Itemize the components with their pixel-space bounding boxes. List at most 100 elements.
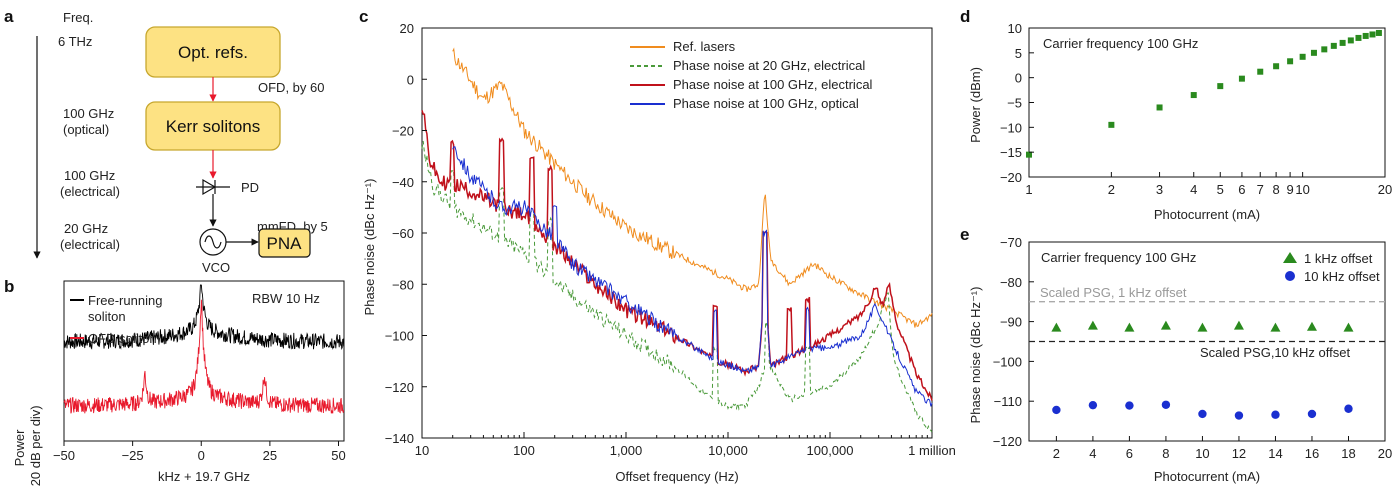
c-trace-1 [421, 141, 933, 433]
c-legend-label: Phase noise at 20 GHz, electrical [673, 58, 865, 73]
d-xtick-label: 20 [1378, 182, 1392, 197]
photodiode-icon [196, 178, 230, 196]
b-xtick-label: −25 [122, 448, 144, 463]
b-ylabel-line2: (20 dB per div) [28, 405, 43, 486]
e-ytick-label: −120 [993, 434, 1022, 449]
e-point-10khz [1161, 400, 1171, 409]
pd-label: PD [241, 180, 259, 195]
d-point [1026, 151, 1032, 158]
e-xtick-label: 14 [1268, 446, 1282, 461]
d-ytick-label: 10 [1008, 21, 1022, 36]
d-xtick-label: 4 [1190, 182, 1197, 197]
c-trace-0 [452, 47, 933, 328]
c-trace-2 [421, 110, 933, 401]
e-point-1khz [1124, 322, 1135, 332]
e-ytick-label: −80 [1000, 275, 1022, 290]
d-ylabel: Power (dBm) [968, 67, 983, 143]
d-xtick-label: 1 [1025, 182, 1032, 197]
e-point-10khz [1234, 411, 1244, 420]
ofd-label: OFD, by 60 [258, 80, 324, 95]
c-xtick-label: 1 million [908, 443, 956, 458]
vco-label: VCO [202, 260, 230, 275]
d-point [1108, 121, 1115, 128]
d-point [1287, 58, 1294, 65]
d-xtick-label: 6 [1238, 182, 1245, 197]
d-xtick-label: 8 [1272, 182, 1279, 197]
c-xtick-label: 10,000 [708, 443, 748, 458]
c-ytick-label: −20 [392, 124, 414, 139]
panel-label-d: d [960, 7, 970, 26]
e-point-10khz [1271, 410, 1280, 419]
e-ticks: −120 −110 −100 −90 −80 −70 2 4 6 8 10 12 14 16 18 20 [993, 235, 1393, 461]
e-marks [1029, 301, 1385, 420]
d-xlabel: Photocurrent (mA) [1154, 207, 1260, 222]
c-ytick-label: −100 [385, 329, 414, 344]
kerr-solitons-label: Kerr solitons [166, 117, 260, 136]
e-ytick-label: −90 [1000, 315, 1022, 330]
b-xtick-label: 50 [331, 448, 345, 463]
d-point [1257, 68, 1264, 75]
level-6thz: 6 THz [58, 34, 92, 49]
e-point-10khz [1307, 409, 1317, 419]
d-point [1330, 42, 1337, 49]
b-trace-0 [63, 284, 345, 351]
e-point-1khz [1343, 322, 1354, 332]
c-ytick-label: −80 [392, 277, 414, 292]
e-ylabel: Phase noise (dBc Hz⁻¹) [968, 287, 983, 424]
c-ytick-label: 0 [407, 72, 414, 87]
e-ytick-label: −70 [1000, 235, 1022, 250]
d-point [1273, 63, 1280, 70]
d-xtick-label: 2 [1108, 182, 1115, 197]
e-legend: 1 kHz offset 10 kHz offset [1283, 251, 1380, 284]
e-xtick-label: 18 [1341, 446, 1355, 461]
e-xtick-label: 2 [1053, 446, 1060, 461]
b-xtick-label: 25 [263, 448, 277, 463]
c-xtick-label: 10 [415, 443, 429, 458]
c-ytick-label: 20 [400, 21, 414, 36]
d-xtick-label: 7 [1257, 182, 1264, 197]
c-trace-3 [452, 146, 933, 407]
d-ytick-label: −10 [1000, 120, 1022, 135]
d-point [1355, 34, 1362, 41]
freq-header: Freq. [63, 10, 93, 25]
e-point-1khz [1087, 320, 1098, 330]
c-ytick-label: −140 [385, 431, 414, 446]
b-legend-free-1: Free-running [88, 293, 162, 308]
b-traces [63, 284, 345, 414]
e-xtick-label: 20 [1378, 446, 1392, 461]
b-ylabel-line1: Power [12, 429, 27, 467]
e-legend-10khz: 10 kHz offset [1304, 269, 1380, 284]
c-ticks: −140 −120 −100 −80 −60 −40 −20 0 20 10 100 1,000 10,… [385, 21, 956, 458]
c-legend-label: Phase noise at 100 GHz, electrical [673, 77, 873, 92]
e-point-1khz [1233, 320, 1244, 330]
c-legend-label: Phase noise at 100 GHz, optical [673, 96, 859, 111]
level-100ghz-electrical-1: 100 GHz [64, 168, 115, 183]
d-point [1369, 31, 1376, 38]
b-xtick-label: −50 [53, 448, 75, 463]
pna-box [258, 228, 311, 258]
d-point [1375, 29, 1382, 36]
b-legend-ofd: OFD soliton [88, 331, 157, 346]
d-ytick-label: 5 [1015, 46, 1022, 61]
e-ytick-label: −110 [994, 394, 1022, 409]
b-annotation: RBW 10 Hz [252, 291, 320, 306]
d-point [1321, 46, 1328, 53]
c-ytick-label: −120 [385, 380, 414, 395]
e-xtick-label: 4 [1089, 446, 1096, 461]
d-point [1362, 32, 1369, 39]
c-xlabel: Offset frequency (Hz) [615, 469, 738, 484]
d-point [1339, 39, 1346, 46]
d-ytick-label: −20 [1000, 170, 1022, 185]
c-ylabel: Phase noise (dBc Hz⁻¹) [362, 179, 377, 316]
d-xtick-label: 3 [1156, 182, 1163, 197]
d-ytick-label: −5 [1007, 96, 1022, 111]
panel-a-diagram: a Freq. 6 THz 100 GHz (optical) 100 GHz … [4, 7, 328, 275]
d-point [1310, 49, 1317, 56]
e-xtick-label: 16 [1305, 446, 1319, 461]
b-trace-1 [63, 299, 345, 414]
c-xtick-label: 100,000 [807, 443, 854, 458]
panel-e-phase-noise-vs-current: e Phase noise (dBc Hz⁻¹) −120 −110 −100 −90… [960, 225, 1392, 484]
d-point [1190, 92, 1197, 99]
d-annotation: Carrier frequency 100 GHz [1043, 36, 1198, 51]
pna-label: PNA [267, 234, 303, 253]
